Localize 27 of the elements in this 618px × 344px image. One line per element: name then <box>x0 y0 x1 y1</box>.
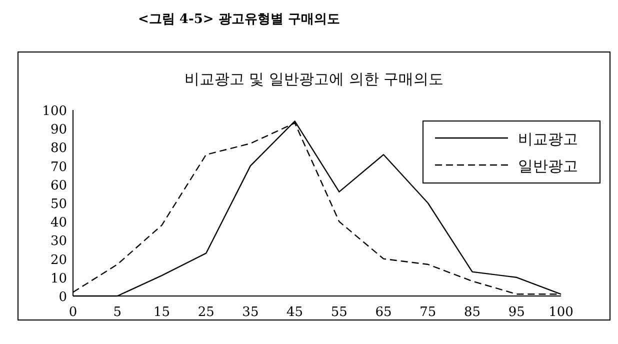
y-tick-label: 40 <box>50 216 67 231</box>
chart-title: <그림 4-5> 광고유형별 구매의도 <box>138 12 340 27</box>
x-tick-label: 85 <box>464 305 481 320</box>
y-tick-label: 60 <box>50 178 67 194</box>
x-tick-label: 5 <box>113 305 122 320</box>
y-tick-label: 80 <box>50 141 67 156</box>
y-tick-label: 20 <box>50 252 67 268</box>
x-tick-label: 75 <box>420 305 436 320</box>
chart-subtitle: 비교광고 및 일반광고에 의한 구매의도 <box>184 70 444 88</box>
y-tick-label: 70 <box>50 160 67 175</box>
x-tick-label: 25 <box>198 305 214 320</box>
x-tick-label: 65 <box>375 305 392 320</box>
y-tick-label: 90 <box>50 122 67 138</box>
x-tick-label: 45 <box>286 305 304 320</box>
y-tick-label: 100 <box>42 104 67 119</box>
x-tick-label: 55 <box>330 305 348 320</box>
y-tick-label: 30 <box>50 234 67 250</box>
legend-label: 비교광고 <box>518 130 578 148</box>
x-tick-label: 35 <box>242 305 259 320</box>
y-tick-label: 0 <box>58 290 67 305</box>
x-tick-label: 95 <box>508 305 525 320</box>
y-tick-label: 50 <box>50 197 67 212</box>
x-tick-label: 15 <box>153 305 170 320</box>
legend-label: 일반광고 <box>518 157 578 175</box>
x-tick-label: 0 <box>68 305 78 320</box>
y-tick-label: 10 <box>50 271 67 286</box>
x-tick-label: 100 <box>548 305 574 320</box>
